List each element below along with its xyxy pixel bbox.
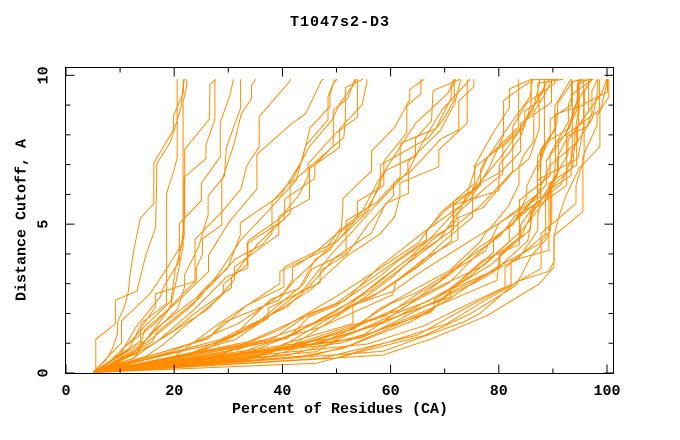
- axis-ticks: [65, 67, 614, 374]
- model-curve: [98, 79, 336, 373]
- tick-labels: 0 20 40 60 80 100 0 5 10: [36, 66, 621, 400]
- model-curve: [98, 79, 520, 373]
- model-curve: [92, 78, 553, 373]
- model-curve: [92, 79, 585, 373]
- model-curve: [92, 79, 358, 373]
- model-curve: [98, 78, 257, 373]
- x-tick-label: 80: [490, 383, 508, 400]
- model-curve: [92, 79, 608, 373]
- model-curve: [98, 78, 593, 373]
- model-curve: [98, 78, 583, 373]
- model-curve: [95, 79, 234, 373]
- model-curve: [95, 79, 455, 373]
- model-curve: [92, 79, 608, 373]
- model-curve: [92, 78, 216, 373]
- model-curve: [98, 79, 470, 373]
- model-curve: [98, 78, 532, 373]
- model-curve: [95, 79, 533, 373]
- model-curve: [92, 78, 593, 373]
- model-curve: [98, 79, 422, 373]
- model-curve: [95, 79, 468, 373]
- model-curve: [92, 79, 242, 373]
- model-curve: [92, 78, 559, 373]
- model-curve: [92, 79, 599, 373]
- model-curve: [95, 79, 188, 373]
- model-curve: [95, 79, 579, 373]
- model-curve: [92, 78, 594, 373]
- model-curve: [92, 79, 545, 373]
- x-axis-label: Percent of Residues (CA): [231, 401, 449, 418]
- x-tick-label: 100: [593, 383, 620, 400]
- model-curve: [95, 78, 338, 373]
- chart-title: T1047s2-D3: [289, 14, 390, 31]
- model-curve: [92, 78, 324, 373]
- model-curves: [92, 78, 610, 373]
- model-curve: [92, 79, 455, 373]
- model-curve: [92, 79, 462, 373]
- x-tick-label: 40: [273, 383, 291, 400]
- x-tick-label: 20: [165, 383, 183, 400]
- model-curve: [92, 78, 550, 373]
- plot-frame: [65, 67, 614, 374]
- model-curve: [92, 78, 457, 373]
- x-tick-label: 0: [61, 383, 70, 400]
- model-curve: [92, 78, 186, 373]
- model-curve: [92, 78, 582, 373]
- x-tick-label: 60: [382, 383, 400, 400]
- model-curve: [98, 79, 356, 373]
- model-curve: [98, 78, 583, 373]
- model-curve: [92, 79, 368, 373]
- y-tick-label: 10: [36, 66, 53, 84]
- model-curve: [92, 79, 178, 373]
- y-tick-label: 5: [36, 220, 53, 229]
- model-curve: [95, 78, 461, 373]
- model-curve: [92, 78, 425, 373]
- model-curve: [95, 79, 185, 373]
- model-curve: [95, 78, 357, 373]
- model-curve: [92, 78, 364, 373]
- model-curve: [92, 79, 291, 373]
- model-curve: [95, 79, 600, 373]
- model-curve: [92, 79, 572, 373]
- model-curve: [92, 78, 599, 373]
- y-tick-label: 0: [36, 368, 53, 377]
- model-curve: [95, 79, 545, 373]
